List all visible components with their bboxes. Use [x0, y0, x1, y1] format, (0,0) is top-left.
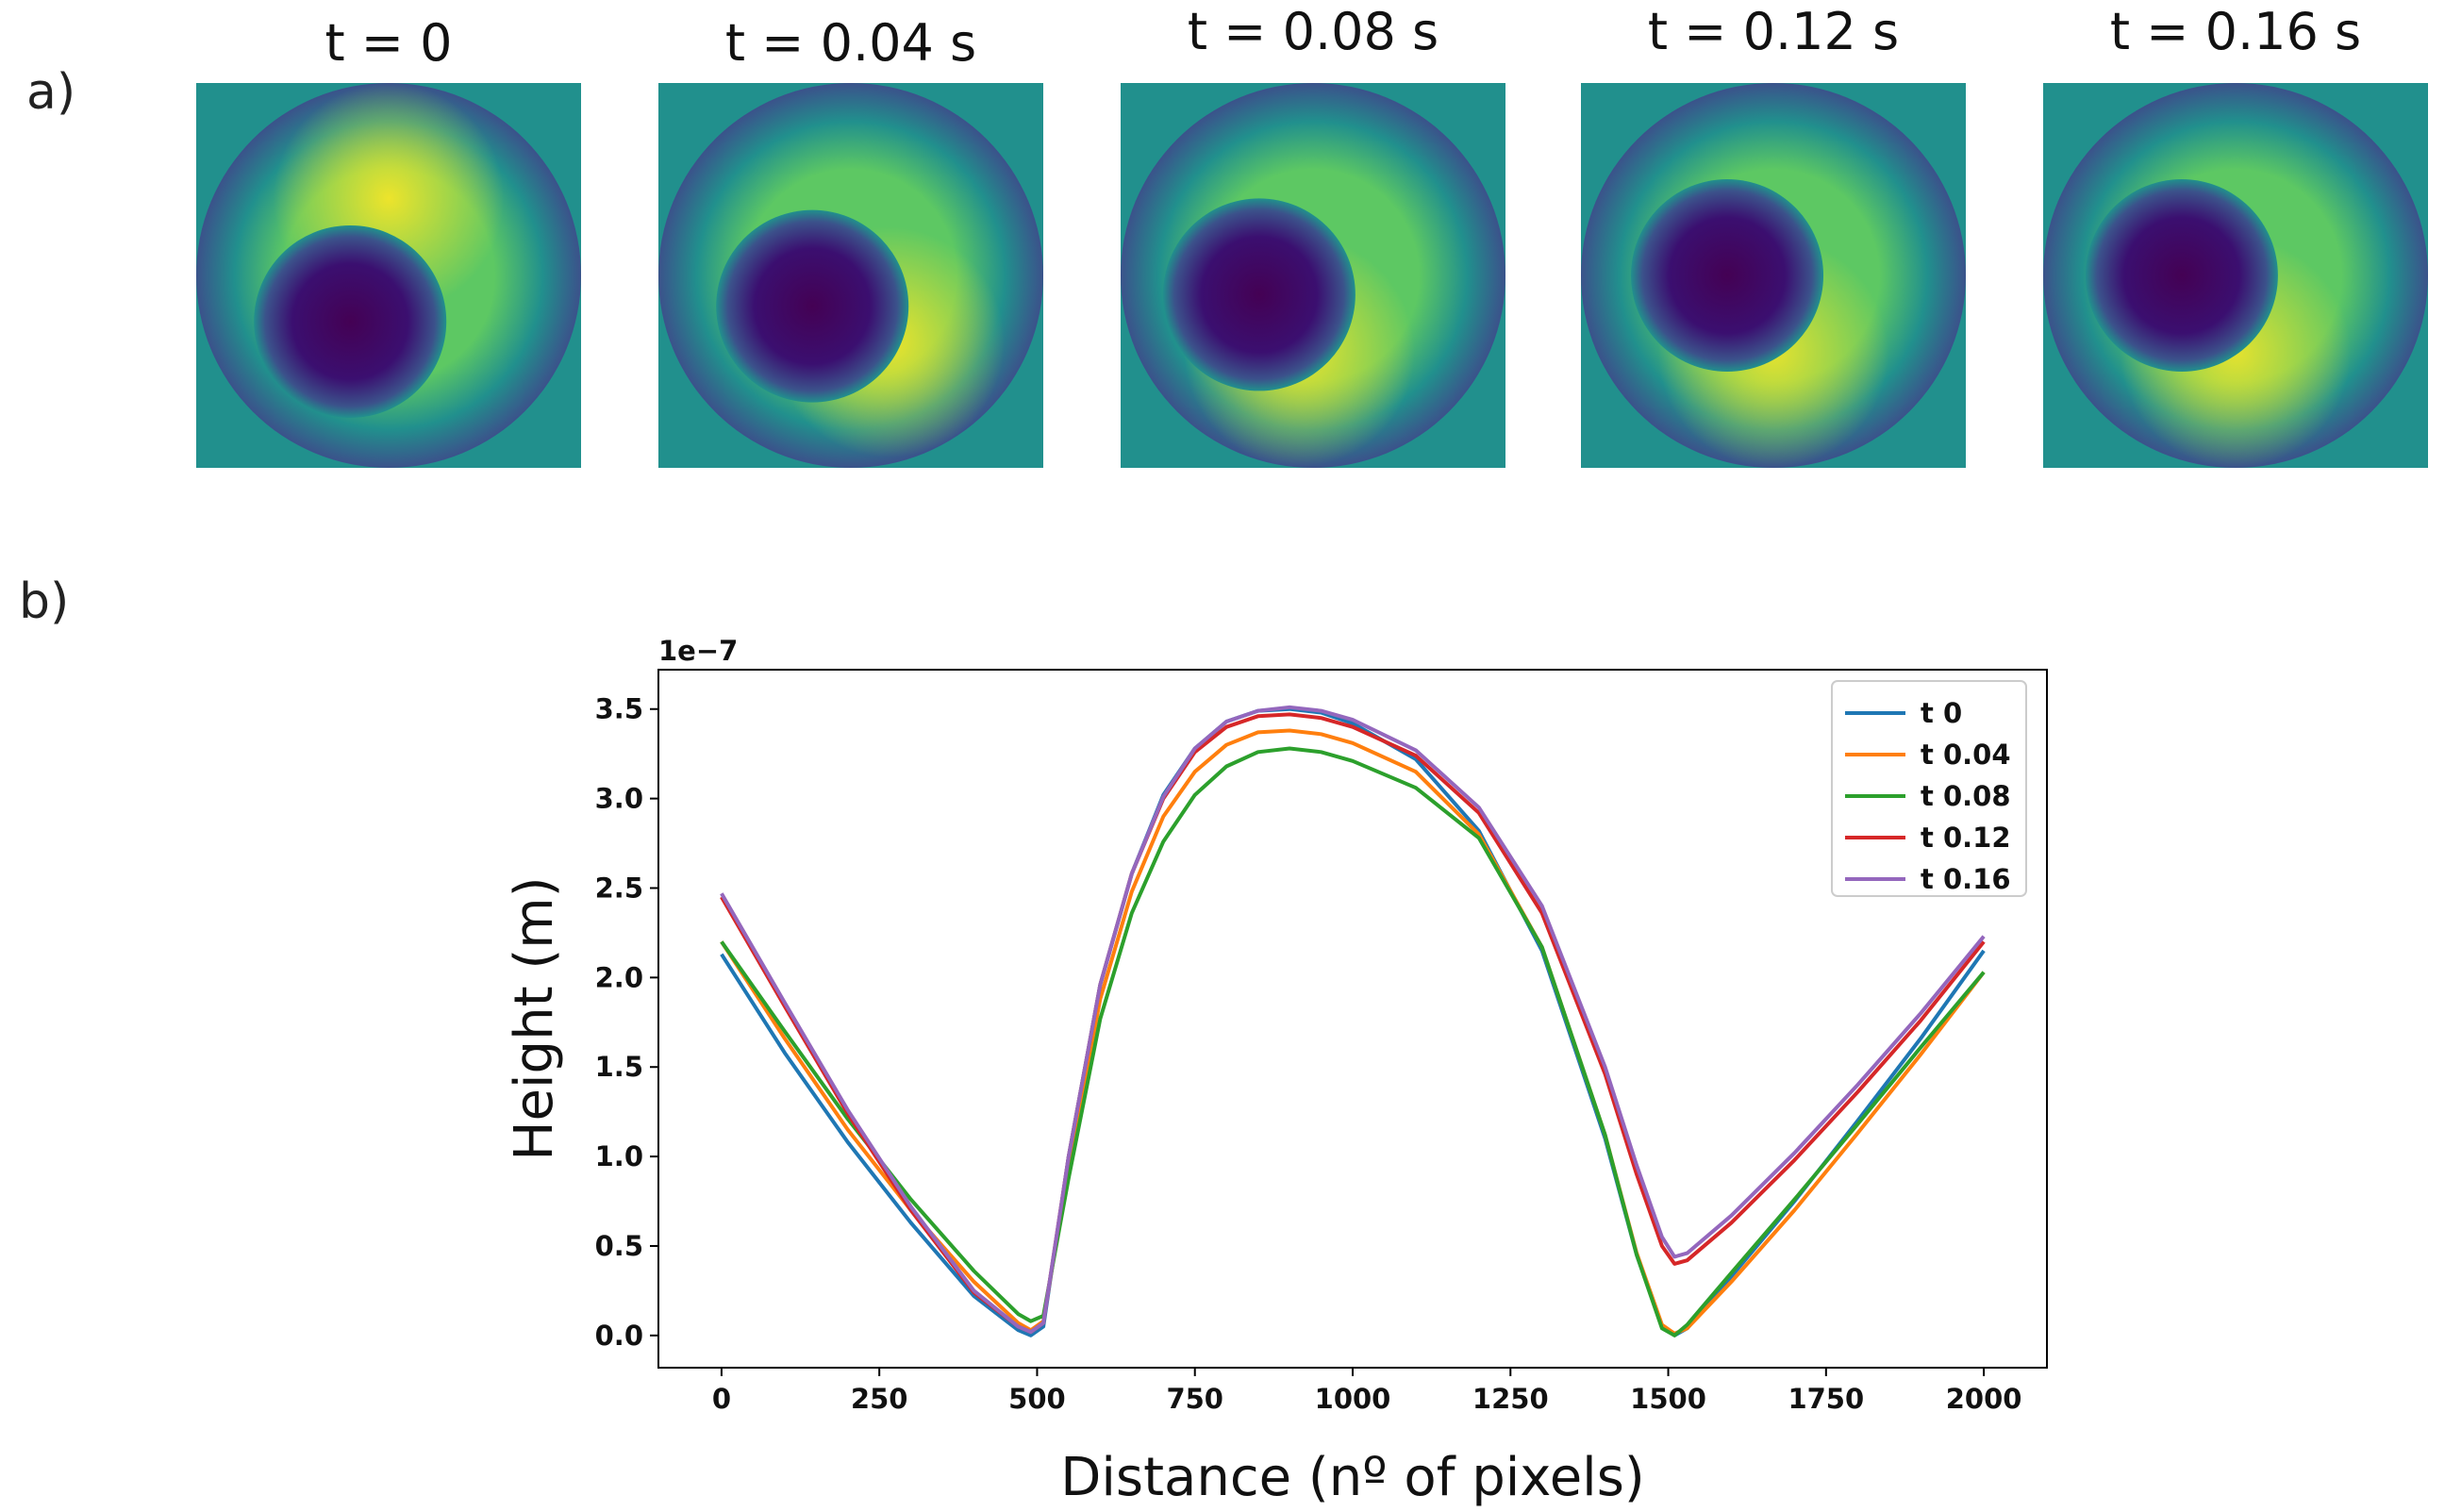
frame-title: t = 0.04 s: [724, 13, 977, 73]
x-tick-label: 2000: [1946, 1383, 2022, 1415]
panel-a-label: a): [26, 64, 76, 121]
heightmap-frame: [2043, 83, 2428, 468]
y-tick-label: 0.0: [595, 1320, 643, 1352]
x-tick-label: 250: [851, 1383, 908, 1415]
y-tick-label: 2.0: [595, 961, 643, 993]
heightmap-frame: [1121, 83, 1505, 468]
heightmap-frame: [658, 83, 1043, 468]
frame-title: t = 0.16 s: [2109, 2, 2362, 61]
y-offset-label: 1e−7: [658, 635, 738, 667]
x-axis-title: Distance (nº of pixels): [1060, 1447, 1645, 1508]
frame-title: t = 0.12 s: [1647, 2, 1900, 61]
series-line: [720, 728, 1986, 1336]
legend-box: [1831, 680, 2027, 897]
y-tick-label: 1.5: [595, 1051, 643, 1083]
frame-title: t = 0.08 s: [1187, 2, 1439, 61]
legend-label: t 0.04: [1921, 739, 2011, 771]
heightmap-frame: [196, 83, 581, 468]
x-tick-label: 1500: [1630, 1383, 1706, 1415]
frame-title: t = 0: [324, 13, 453, 73]
series-line: [720, 746, 1986, 1338]
series-line: [720, 705, 1986, 1335]
y-tick-label: 3.0: [595, 783, 643, 815]
y-tick-label: 0.5: [595, 1230, 643, 1262]
legend-label: t 0.12: [1921, 822, 2011, 854]
panel-b-label: b): [19, 573, 70, 630]
y-axis-title: Height (m): [504, 876, 565, 1160]
series-line: [720, 712, 1986, 1335]
series-line: [720, 706, 1986, 1338]
y-tick-label: 1.0: [595, 1140, 643, 1172]
x-tick-label: 500: [1008, 1383, 1066, 1415]
legend-label: t 0.16: [1921, 863, 2011, 895]
x-tick-label: 1250: [1472, 1383, 1549, 1415]
x-tick-label: 1000: [1315, 1383, 1391, 1415]
y-tick-label: 3.5: [595, 693, 643, 725]
x-tick-label: 0: [712, 1383, 731, 1415]
legend-label: t 0.08: [1921, 780, 2011, 812]
heightmap-frame: [1581, 83, 1966, 468]
x-tick-label: 750: [1166, 1383, 1223, 1415]
x-tick-label: 1750: [1788, 1383, 1864, 1415]
y-tick-label: 2.5: [595, 872, 643, 904]
legend-label: t 0: [1921, 697, 1962, 729]
